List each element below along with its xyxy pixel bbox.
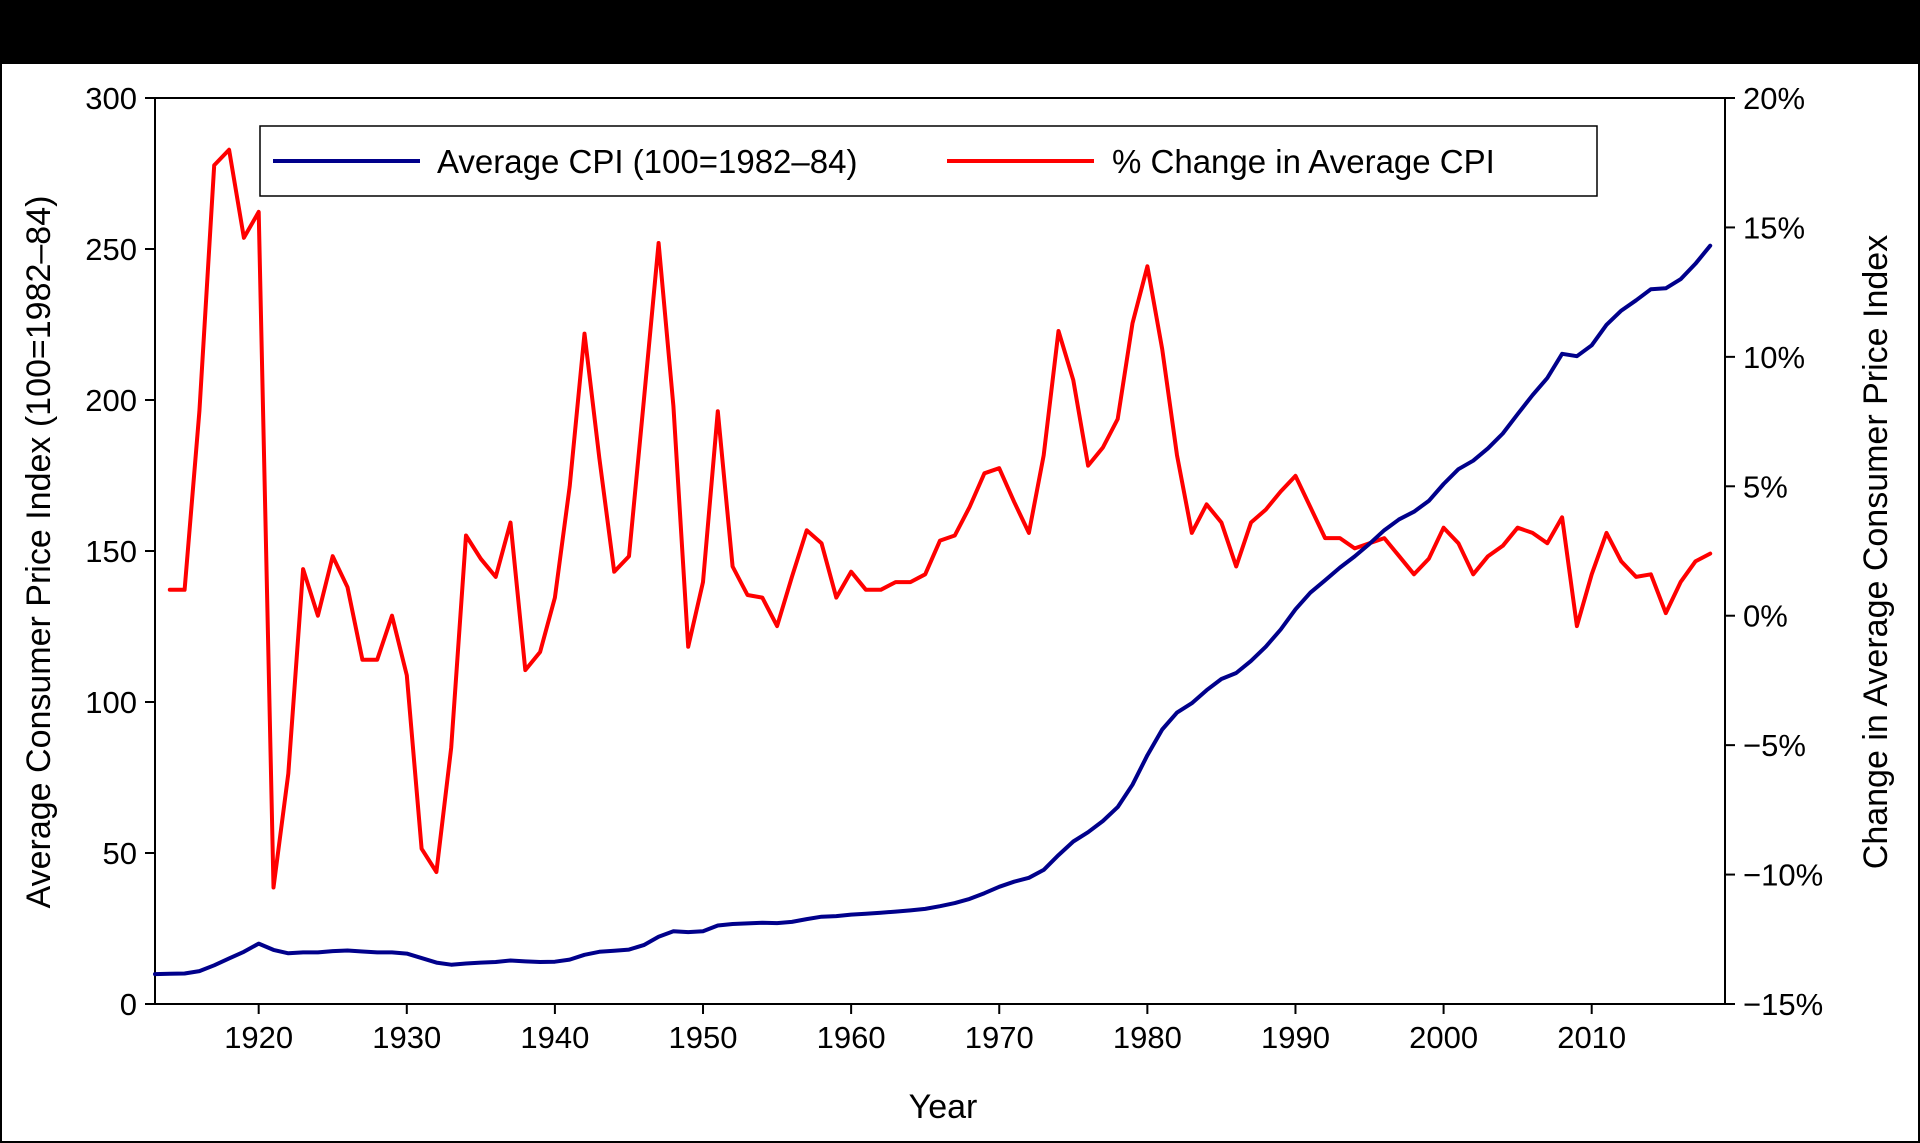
right-tick-label: 5%	[1743, 469, 1788, 504]
x-tick-label: 2000	[1409, 1020, 1478, 1055]
right-axis-ticks: 20% 15% 10% 5% 0% −5% −10% −15%	[1725, 81, 1823, 1022]
chart-frame	[0, 64, 1920, 1143]
top-black-band	[0, 0, 1920, 64]
x-tick-label: 1920	[224, 1020, 293, 1055]
x-tick-label: 1950	[669, 1020, 738, 1055]
left-tick-label: 150	[85, 534, 137, 569]
right-tick-label: −10%	[1743, 858, 1823, 893]
left-tick-label: 300	[85, 81, 137, 116]
right-tick-label: −15%	[1743, 987, 1823, 1022]
right-tick-label: 0%	[1743, 599, 1788, 634]
left-axis-ticks: 0 50 100 150 200 250 300	[85, 81, 155, 1022]
right-tick-label: 20%	[1743, 81, 1805, 116]
x-tick-label: 2010	[1557, 1020, 1626, 1055]
left-tick-label: 50	[103, 836, 137, 871]
left-tick-label: 0	[120, 987, 137, 1022]
plot-area	[154, 97, 1726, 1005]
x-tick-label: 1960	[817, 1020, 886, 1055]
x-axis-ticks: 1920 1930 1940 1950 1960 1970 1980 1990 2000 2010	[224, 1004, 1626, 1055]
series-line-percent-change	[167, 147, 1713, 890]
left-axis-title: Average Consumer Price Index (100=1982–8…	[20, 196, 58, 909]
x-tick-label: 1990	[1261, 1020, 1330, 1055]
x-tick-label: 1970	[965, 1020, 1034, 1055]
x-axis-title: Year	[909, 1088, 978, 1126]
series-line-average-cpi	[153, 243, 1713, 977]
legend-label-cpi: Average CPI (100=1982–84)	[437, 143, 857, 180]
x-tick-label: 1930	[372, 1020, 441, 1055]
right-axis-title: Change in Average Consumer Price Index	[1857, 235, 1895, 869]
right-tick-label: −5%	[1743, 728, 1806, 763]
right-tick-label: 15%	[1743, 210, 1805, 245]
legend: Average CPI (100=1982–84) % Change in Av…	[259, 125, 1598, 197]
x-tick-label: 1980	[1113, 1020, 1182, 1055]
series-layer	[153, 147, 1713, 977]
left-tick-label: 250	[85, 232, 137, 267]
left-tick-label: 100	[85, 685, 137, 720]
left-tick-label: 200	[85, 383, 137, 418]
x-tick-label: 1940	[520, 1020, 589, 1055]
right-tick-label: 10%	[1743, 340, 1805, 375]
legend-label-change: % Change in Average CPI	[1112, 143, 1495, 180]
legend-box	[259, 125, 1598, 197]
